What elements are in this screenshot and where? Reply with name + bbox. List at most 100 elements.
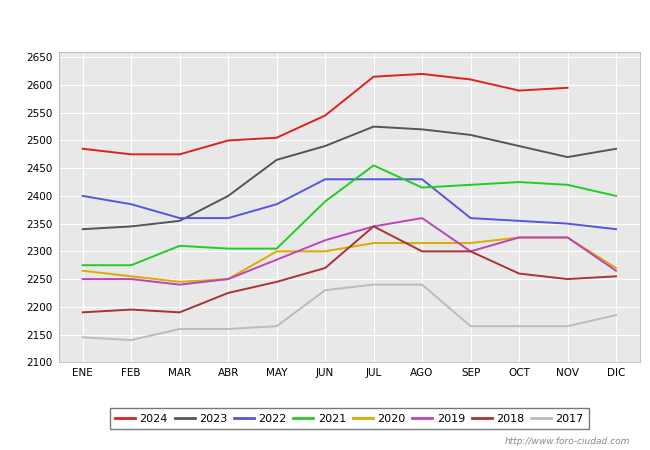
2023 (176, 218, 183, 224)
2017 (418, 282, 426, 288)
Line: 2022: 2022 (83, 179, 616, 229)
2019 (612, 268, 620, 274)
2021 (176, 243, 183, 248)
2024 (370, 74, 378, 79)
2022 (564, 221, 571, 226)
2023 (127, 224, 135, 229)
2022 (612, 226, 620, 232)
2020 (224, 276, 232, 282)
2023 (79, 226, 86, 232)
2018 (370, 224, 378, 229)
2018 (418, 249, 426, 254)
2017 (370, 282, 378, 288)
2020 (564, 235, 571, 240)
2020 (370, 240, 378, 246)
Line: 2018: 2018 (83, 226, 616, 312)
2019 (418, 216, 426, 221)
2023 (467, 132, 474, 138)
2024 (564, 85, 571, 90)
2023 (564, 154, 571, 160)
2019 (224, 276, 232, 282)
2019 (467, 249, 474, 254)
2019 (370, 224, 378, 229)
2023 (515, 143, 523, 148)
2018 (273, 279, 281, 284)
2018 (176, 310, 183, 315)
2023 (321, 143, 329, 148)
2018 (224, 290, 232, 296)
2024 (418, 71, 426, 76)
2017 (79, 335, 86, 340)
2021 (612, 193, 620, 198)
2020 (273, 249, 281, 254)
2020 (176, 279, 183, 284)
2024 (273, 135, 281, 140)
2022 (515, 218, 523, 224)
2021 (564, 182, 571, 188)
2024 (515, 88, 523, 93)
2018 (467, 249, 474, 254)
2022 (79, 193, 86, 198)
Text: http://www.foro-ciudad.com: http://www.foro-ciudad.com (505, 436, 630, 446)
2019 (79, 276, 86, 282)
2019 (127, 276, 135, 282)
2022 (321, 176, 329, 182)
2018 (79, 310, 86, 315)
2022 (273, 202, 281, 207)
2024 (176, 152, 183, 157)
Line: 2017: 2017 (83, 285, 616, 340)
2017 (612, 312, 620, 318)
2022 (467, 216, 474, 221)
2019 (176, 282, 183, 288)
2017 (564, 324, 571, 329)
2019 (321, 238, 329, 243)
2020 (612, 266, 620, 271)
2017 (127, 338, 135, 343)
2023 (370, 124, 378, 129)
Text: Afiliados en Medina de Rioseco a 30/11/2024: Afiliados en Medina de Rioseco a 30/11/2… (153, 16, 497, 31)
Line: 2019: 2019 (83, 218, 616, 285)
2022 (127, 202, 135, 207)
2019 (564, 235, 571, 240)
2017 (176, 326, 183, 332)
2021 (418, 185, 426, 190)
Line: 2020: 2020 (83, 238, 616, 282)
2023 (418, 127, 426, 132)
2023 (224, 193, 232, 198)
2022 (370, 176, 378, 182)
2018 (321, 266, 329, 271)
2018 (564, 276, 571, 282)
2017 (273, 324, 281, 329)
2024 (321, 113, 329, 118)
2021 (273, 246, 281, 251)
Line: 2023: 2023 (83, 126, 616, 229)
Legend: 2024, 2023, 2022, 2021, 2020, 2019, 2018, 2017: 2024, 2023, 2022, 2021, 2020, 2019, 2018… (110, 408, 589, 429)
2023 (612, 146, 620, 152)
2021 (79, 262, 86, 268)
2021 (224, 246, 232, 251)
2022 (224, 216, 232, 221)
2017 (224, 326, 232, 332)
2021 (127, 262, 135, 268)
2022 (176, 216, 183, 221)
2017 (321, 288, 329, 293)
2018 (612, 274, 620, 279)
2024 (224, 138, 232, 143)
2017 (515, 324, 523, 329)
2017 (467, 324, 474, 329)
2024 (467, 77, 474, 82)
2021 (370, 163, 378, 168)
2024 (127, 152, 135, 157)
2018 (127, 307, 135, 312)
Line: 2024: 2024 (83, 74, 567, 154)
2021 (515, 180, 523, 185)
2019 (273, 257, 281, 262)
Line: 2021: 2021 (83, 166, 616, 265)
2020 (321, 249, 329, 254)
2024 (79, 146, 86, 152)
2021 (321, 199, 329, 204)
2023 (273, 157, 281, 162)
2019 (515, 235, 523, 240)
2020 (418, 240, 426, 246)
2018 (515, 271, 523, 276)
